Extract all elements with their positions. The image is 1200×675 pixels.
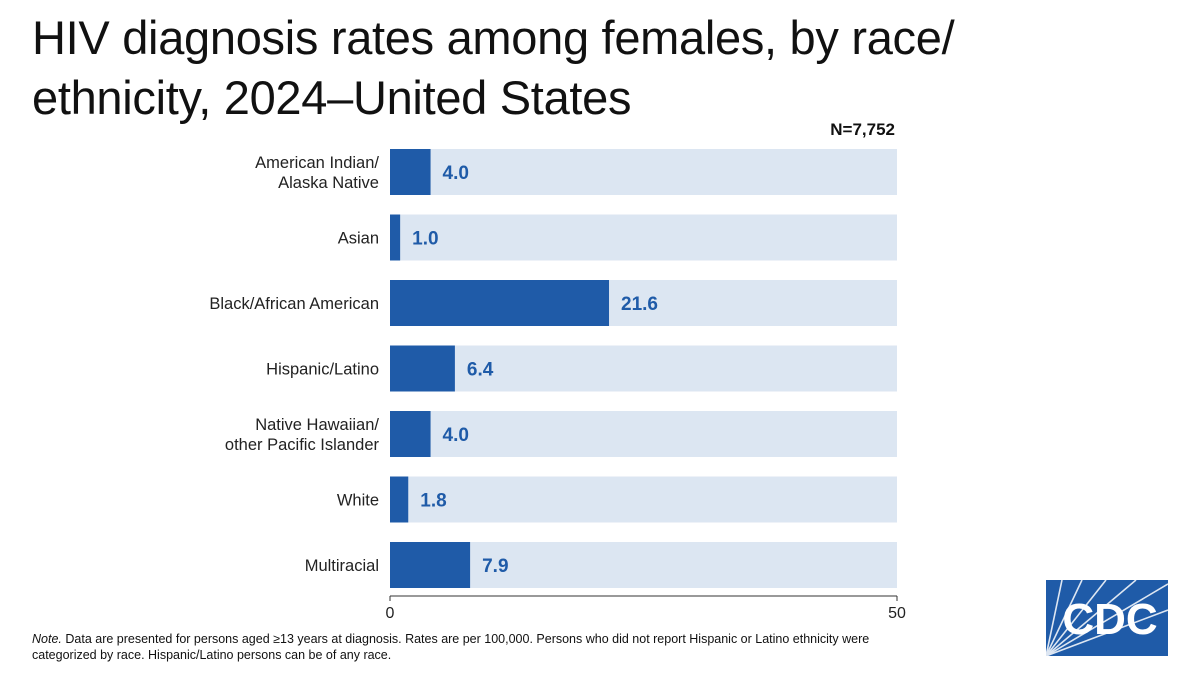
bar-value-label: 1.0 xyxy=(412,229,438,250)
category-label: Black/African American xyxy=(209,295,379,313)
sample-size-label: N=7,752 xyxy=(830,120,895,139)
category-label: Native Hawaiian/other Pacific Islander xyxy=(225,416,380,454)
bar xyxy=(390,411,431,457)
bar-track xyxy=(390,345,897,392)
bar xyxy=(390,149,431,195)
chart-title: HIV diagnosis rates among females, by ra… xyxy=(32,11,955,124)
category-label-line: other Pacific Islander xyxy=(225,436,380,454)
bar-value-label: 21.6 xyxy=(621,294,658,315)
bar xyxy=(390,214,401,261)
footnote-lead: Note. xyxy=(32,632,62,646)
bar-value-label: 7.9 xyxy=(482,556,508,577)
category-label-line: Native Hawaiian/ xyxy=(255,416,379,434)
footnote: Note. Data are presented for persons age… xyxy=(32,631,872,663)
bar-track xyxy=(390,214,897,261)
category-label: Multiracial xyxy=(305,557,379,575)
bar-track xyxy=(390,149,897,195)
bar-value-label: 1.8 xyxy=(420,491,446,512)
x-tick-label: 50 xyxy=(888,605,906,622)
bar-track xyxy=(390,542,897,588)
category-label: American Indian/Alaska Native xyxy=(255,154,379,192)
category-label: Hispanic/Latino xyxy=(266,361,379,379)
cdc-logo-text: CDC xyxy=(1062,595,1157,644)
bar xyxy=(390,280,610,326)
category-label-line: Black/African American xyxy=(209,295,379,313)
bar-value-label: 4.0 xyxy=(443,163,469,184)
bar-value-label: 6.4 xyxy=(467,360,494,381)
bar-value-label: 4.0 xyxy=(443,425,469,446)
cdc-logo-rays xyxy=(1046,580,1168,656)
footnote-text: Data are presented for persons aged ≥13 … xyxy=(32,632,870,662)
cdc-logo-icon: CDC xyxy=(1046,580,1168,656)
category-label: White xyxy=(337,492,379,510)
bar-track xyxy=(390,476,897,523)
category-label-line: American Indian/ xyxy=(255,154,379,172)
category-label: Asian xyxy=(338,230,379,248)
category-label-line: Alaska Native xyxy=(278,174,379,192)
bar xyxy=(390,542,471,588)
category-label-line: Hispanic/Latino xyxy=(266,361,379,379)
bar xyxy=(390,345,455,392)
bar-track xyxy=(390,411,897,457)
x-tick-label: 0 xyxy=(386,605,395,622)
category-label-line: Asian xyxy=(338,230,379,248)
category-label-line: White xyxy=(337,492,379,510)
category-label-line: Multiracial xyxy=(305,557,379,575)
bar xyxy=(390,476,409,523)
